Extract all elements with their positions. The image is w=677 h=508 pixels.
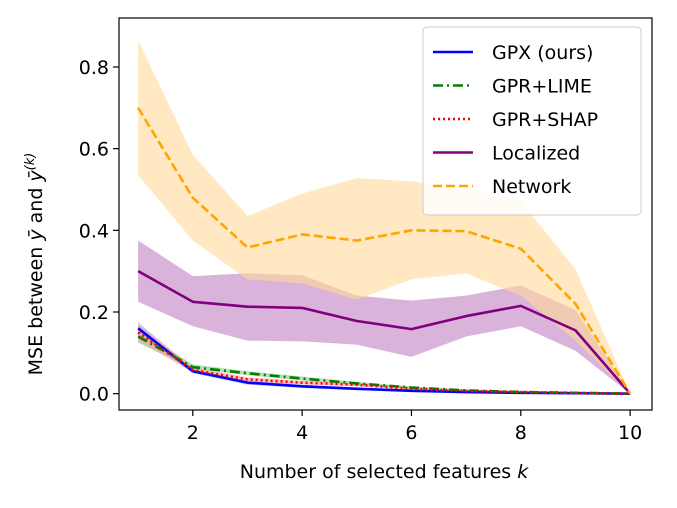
- y-axis-label: MSE between ȳ and ȳ(k): [23, 153, 47, 376]
- x-axis-label: Number of selected features k: [240, 461, 530, 483]
- plot-frame: [118, 17, 653, 411]
- band-4: [138, 40, 631, 394]
- y-axis: 0.0 0.2 0.4 0.6 0.8: [79, 57, 119, 406]
- y-tick-label-3: 0.6: [79, 139, 109, 161]
- x-tick-label-1: 4: [296, 422, 308, 444]
- x-tick-label-3: 8: [515, 422, 527, 444]
- series-line-3: [137, 270, 632, 395]
- y-tick-label-4: 0.8: [79, 57, 109, 79]
- legend-box: [422, 26, 642, 216]
- series-line-0: [137, 327, 631, 395]
- x-axis: 2 4 6 8 10: [187, 410, 642, 444]
- x-tick-label-4: 10: [618, 422, 642, 444]
- legend-label-3: Localized: [492, 143, 580, 165]
- legend-label-0: GPX (ours): [492, 42, 593, 64]
- legend: GPX (ours) GPR+LIME GPR+SHAP Localized Netwo…: [422, 26, 642, 216]
- x-tick-label-2: 6: [405, 422, 417, 444]
- series-lines: [137, 107, 632, 395]
- y-tick-label-1: 0.2: [79, 302, 109, 324]
- confidence-bands: [138, 40, 631, 394]
- legend-label-1: GPR+LIME: [492, 76, 592, 98]
- legend-label-4: Network: [492, 176, 571, 198]
- x-tick-label-0: 2: [187, 422, 199, 444]
- legend-label-2: GPR+SHAP: [492, 109, 598, 131]
- y-tick-label-2: 0.4: [79, 220, 109, 242]
- series-line-1: [137, 335, 631, 395]
- y-tick-label-0: 0.0: [79, 384, 109, 406]
- series-line-4: [137, 107, 632, 395]
